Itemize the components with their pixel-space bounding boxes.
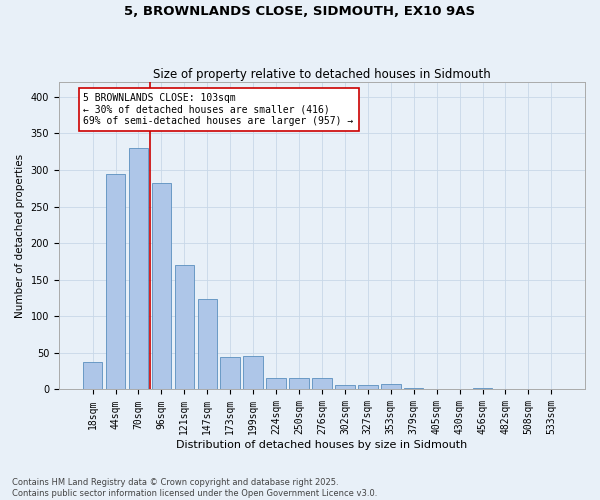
Bar — [450, 388, 469, 390]
Bar — [335, 385, 355, 390]
Bar — [427, 388, 446, 390]
Text: 5, BROWNLANDS CLOSE, SIDMOUTH, EX10 9AS: 5, BROWNLANDS CLOSE, SIDMOUTH, EX10 9AS — [124, 5, 476, 18]
Bar — [289, 378, 309, 390]
Bar — [496, 388, 515, 390]
Bar — [197, 300, 217, 390]
Bar — [175, 265, 194, 390]
Bar — [358, 385, 377, 390]
X-axis label: Distribution of detached houses by size in Sidmouth: Distribution of detached houses by size … — [176, 440, 467, 450]
Bar — [244, 356, 263, 390]
Text: 5 BROWNLANDS CLOSE: 103sqm
← 30% of detached houses are smaller (416)
69% of sem: 5 BROWNLANDS CLOSE: 103sqm ← 30% of deta… — [83, 93, 353, 126]
Bar — [152, 183, 171, 390]
Bar — [220, 358, 240, 390]
Text: Contains HM Land Registry data © Crown copyright and database right 2025.
Contai: Contains HM Land Registry data © Crown c… — [12, 478, 377, 498]
Bar — [266, 378, 286, 390]
Bar — [312, 378, 332, 390]
Y-axis label: Number of detached properties: Number of detached properties — [15, 154, 25, 318]
Bar — [404, 388, 424, 390]
Bar — [128, 148, 148, 390]
Bar — [83, 362, 103, 390]
Bar — [106, 174, 125, 390]
Bar — [473, 388, 492, 390]
Bar — [381, 384, 401, 390]
Title: Size of property relative to detached houses in Sidmouth: Size of property relative to detached ho… — [153, 68, 491, 81]
